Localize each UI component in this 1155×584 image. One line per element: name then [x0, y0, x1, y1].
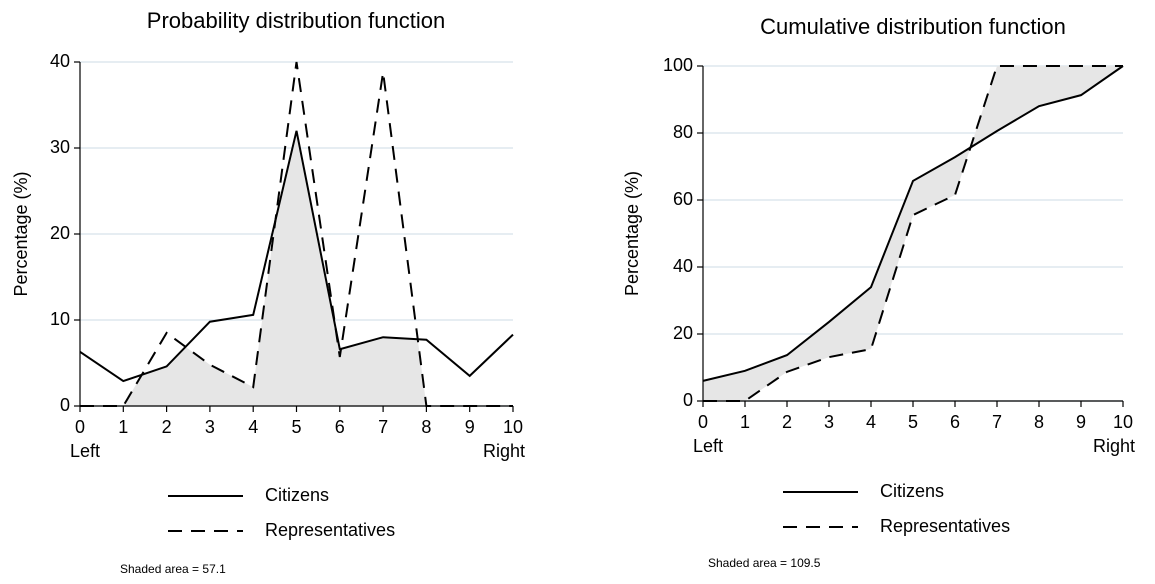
x-tick-label: 5	[291, 417, 301, 437]
y-tick-label: 80	[673, 122, 693, 142]
x-tick-label: 1	[740, 412, 750, 432]
x-tick-label: 3	[205, 417, 215, 437]
y-tick-label: 20	[673, 323, 693, 343]
x-end-label: Left	[70, 441, 100, 461]
chart-title: Probability distribution function	[147, 8, 445, 33]
x-end-label: Right	[1093, 436, 1135, 456]
x-tick-label: 10	[1113, 412, 1133, 432]
x-tick-label: 3	[824, 412, 834, 432]
annotation: Shaded area = 109.5	[708, 556, 821, 570]
y-tick-label: 100	[663, 55, 693, 75]
series-line	[79, 130, 514, 383]
y-tick-label: 10	[50, 309, 70, 329]
shaded-area	[703, 66, 1123, 401]
x-tick-label: 9	[465, 417, 475, 437]
series-line	[703, 65, 1123, 402]
x-tick-label: 10	[503, 417, 523, 437]
x-tick-label: 7	[378, 417, 388, 437]
legend-label: Citizens	[880, 481, 944, 501]
x-tick-label: 2	[782, 412, 792, 432]
x-tick-label: 4	[248, 417, 258, 437]
legend-label: Representatives	[880, 516, 1010, 536]
series-line	[702, 65, 1124, 382]
x-tick-label: 5	[908, 412, 918, 432]
x-tick-label: 9	[1076, 412, 1086, 432]
x-tick-label: 8	[1034, 412, 1044, 432]
legend-label: Citizens	[265, 485, 329, 505]
series-line	[80, 61, 513, 407]
shaded-area	[80, 130, 513, 407]
y-tick-label: 60	[673, 189, 693, 209]
x-tick-label: 1	[118, 417, 128, 437]
y-tick-label: 0	[60, 395, 70, 415]
y-tick-label: 20	[50, 223, 70, 243]
x-tick-label: 6	[335, 417, 345, 437]
legend-label: Representatives	[265, 520, 395, 540]
y-axis-label: Percentage (%)	[622, 171, 642, 296]
y-tick-label: 40	[673, 256, 693, 276]
x-end-label: Left	[693, 436, 723, 456]
x-tick-label: 8	[421, 417, 431, 437]
x-end-label: Right	[483, 441, 525, 461]
y-tick-label: 40	[50, 51, 70, 71]
x-tick-label: 7	[992, 412, 1002, 432]
chart-title: Cumulative distribution function	[760, 14, 1066, 39]
y-tick-label: 30	[50, 137, 70, 157]
x-tick-label: 2	[162, 417, 172, 437]
annotation: Shaded area = 57.1	[120, 562, 226, 576]
y-axis-label: Percentage (%)	[11, 171, 31, 296]
y-tick-label: 0	[683, 390, 693, 410]
x-tick-label: 0	[698, 412, 708, 432]
x-tick-label: 4	[866, 412, 876, 432]
x-tick-label: 0	[75, 417, 85, 437]
x-tick-label: 6	[950, 412, 960, 432]
